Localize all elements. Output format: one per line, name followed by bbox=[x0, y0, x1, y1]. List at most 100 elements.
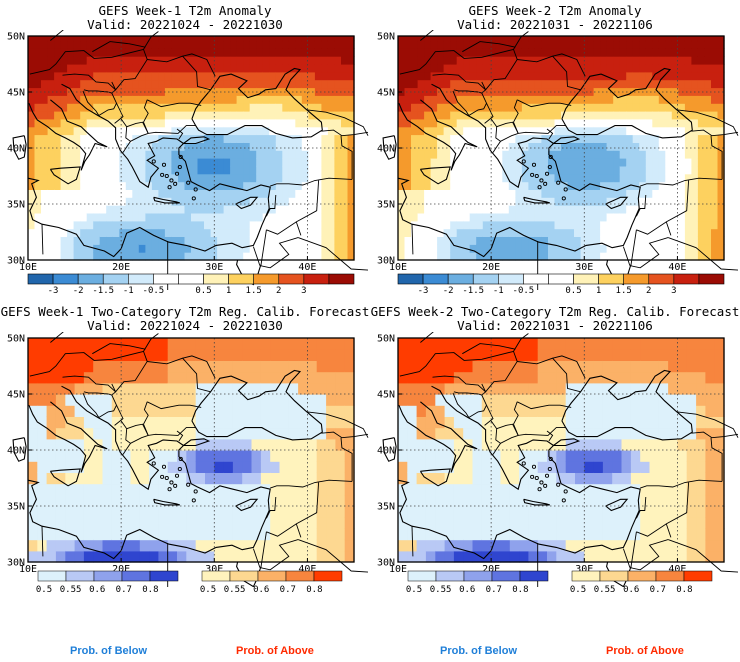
coastline bbox=[191, 67, 323, 139]
lat-tick-label: 50N bbox=[7, 32, 25, 43]
country-border bbox=[252, 548, 261, 568]
country-border bbox=[182, 53, 216, 77]
island bbox=[534, 475, 539, 481]
country-border bbox=[665, 221, 672, 236]
country-border bbox=[462, 41, 516, 53]
colorbar-swatch bbox=[203, 273, 229, 285]
coastline bbox=[523, 498, 550, 506]
prob-tick-label: 0.8 bbox=[676, 585, 692, 595]
country-border bbox=[265, 194, 277, 217]
anomaly-field bbox=[28, 36, 355, 261]
below-swatch bbox=[121, 570, 151, 582]
colorbar-swatch bbox=[253, 273, 280, 285]
colorbar-tick-label: 1.5 bbox=[616, 286, 632, 296]
country-border bbox=[622, 548, 631, 568]
above-swatch bbox=[285, 570, 315, 582]
panel-title-week1-anomaly: GEFS Week-1 T2m Anomaly Valid: 20221024 … bbox=[0, 4, 370, 32]
country-border bbox=[691, 129, 739, 137]
country-border bbox=[481, 383, 494, 426]
below-swatch bbox=[463, 570, 493, 582]
prob-tick-label: 0.55 bbox=[430, 585, 452, 595]
country-border bbox=[411, 224, 414, 255]
country-border bbox=[411, 526, 414, 557]
island bbox=[548, 456, 553, 462]
island bbox=[160, 474, 165, 479]
coastline bbox=[235, 196, 259, 210]
coastline bbox=[553, 136, 581, 145]
country-border bbox=[546, 430, 554, 442]
colorbar-tick-label: 1 bbox=[596, 286, 601, 296]
colorbar-swatch bbox=[698, 273, 725, 285]
below-swatch bbox=[519, 570, 549, 582]
valid-text: Valid: 20221024 - 20221030 bbox=[87, 318, 283, 333]
island bbox=[169, 480, 174, 485]
prob-tick-label: 0.5 bbox=[406, 585, 422, 595]
lon-tick-label: 30E bbox=[575, 564, 593, 575]
coastline bbox=[561, 369, 693, 441]
colorbar-swatch bbox=[648, 273, 675, 285]
country-border bbox=[517, 401, 572, 410]
lon-tick-label: 20E bbox=[112, 262, 130, 273]
island bbox=[563, 489, 568, 494]
coastline bbox=[382, 437, 397, 462]
colorbar-swatch bbox=[598, 273, 624, 285]
island bbox=[531, 162, 537, 167]
colorbar-swatch bbox=[573, 273, 599, 285]
country-border bbox=[120, 118, 132, 153]
country-border bbox=[667, 237, 739, 271]
lon-tick-label: 20E bbox=[112, 564, 130, 575]
colorbar-tick-label: 2 bbox=[646, 286, 651, 296]
country-border bbox=[452, 90, 487, 117]
island bbox=[161, 162, 167, 167]
island bbox=[186, 482, 191, 487]
lon-tick-label: 30E bbox=[205, 564, 223, 575]
country-border bbox=[92, 343, 146, 355]
island bbox=[556, 180, 561, 185]
lat-tick-label: 40N bbox=[377, 446, 395, 457]
colorbar-tick-label: 0.5 bbox=[565, 286, 581, 296]
island bbox=[547, 466, 552, 472]
valid-text: Valid: 20221031 - 20221106 bbox=[457, 17, 653, 32]
country-border bbox=[710, 437, 723, 482]
colorbar-swatch bbox=[523, 273, 549, 285]
country-border bbox=[629, 539, 669, 571]
prob-tick-label: 0.55 bbox=[594, 585, 616, 595]
above-swatch bbox=[229, 570, 259, 582]
island bbox=[563, 187, 568, 192]
country-border bbox=[265, 496, 277, 519]
prob-tick-label: 0.5 bbox=[36, 585, 52, 595]
coastline bbox=[397, 385, 641, 560]
island bbox=[193, 187, 198, 192]
below-swatch bbox=[491, 570, 521, 582]
title-text: GEFS Week-2 T2m Anomaly bbox=[468, 3, 642, 18]
island bbox=[186, 180, 191, 185]
prob-tick-label: 0.8 bbox=[512, 585, 528, 595]
country-border bbox=[513, 333, 529, 352]
island bbox=[177, 466, 182, 472]
island bbox=[521, 461, 526, 466]
country-border bbox=[130, 434, 149, 444]
country-border bbox=[82, 90, 117, 117]
country-border bbox=[677, 109, 739, 136]
lon-tick-label: 10E bbox=[19, 262, 37, 273]
colorbar-tick-label: -0.5 bbox=[143, 286, 165, 296]
above-swatch bbox=[257, 570, 287, 582]
below-text: Prob. of Below bbox=[70, 645, 147, 657]
coastline bbox=[153, 196, 180, 204]
colorbar-swatch bbox=[178, 273, 204, 285]
title-text: GEFS Week-1 Two-Category T2m Reg. Calib.… bbox=[0, 304, 370, 319]
country-border bbox=[111, 81, 124, 124]
country-border bbox=[517, 99, 572, 108]
lat-tick-label: 35N bbox=[7, 502, 25, 513]
country-border bbox=[340, 135, 353, 180]
prob-tick-label: 0.7 bbox=[650, 585, 666, 595]
panel-title-week2-anomaly: GEFS Week-2 T2m Anomaly Valid: 20221031 … bbox=[370, 4, 740, 32]
country-border bbox=[143, 333, 159, 352]
below-swatch bbox=[407, 570, 437, 582]
above-swatch bbox=[683, 570, 713, 582]
island bbox=[164, 173, 169, 179]
lon-tick-label: 30E bbox=[575, 262, 593, 273]
island bbox=[178, 154, 183, 160]
island bbox=[161, 464, 167, 469]
